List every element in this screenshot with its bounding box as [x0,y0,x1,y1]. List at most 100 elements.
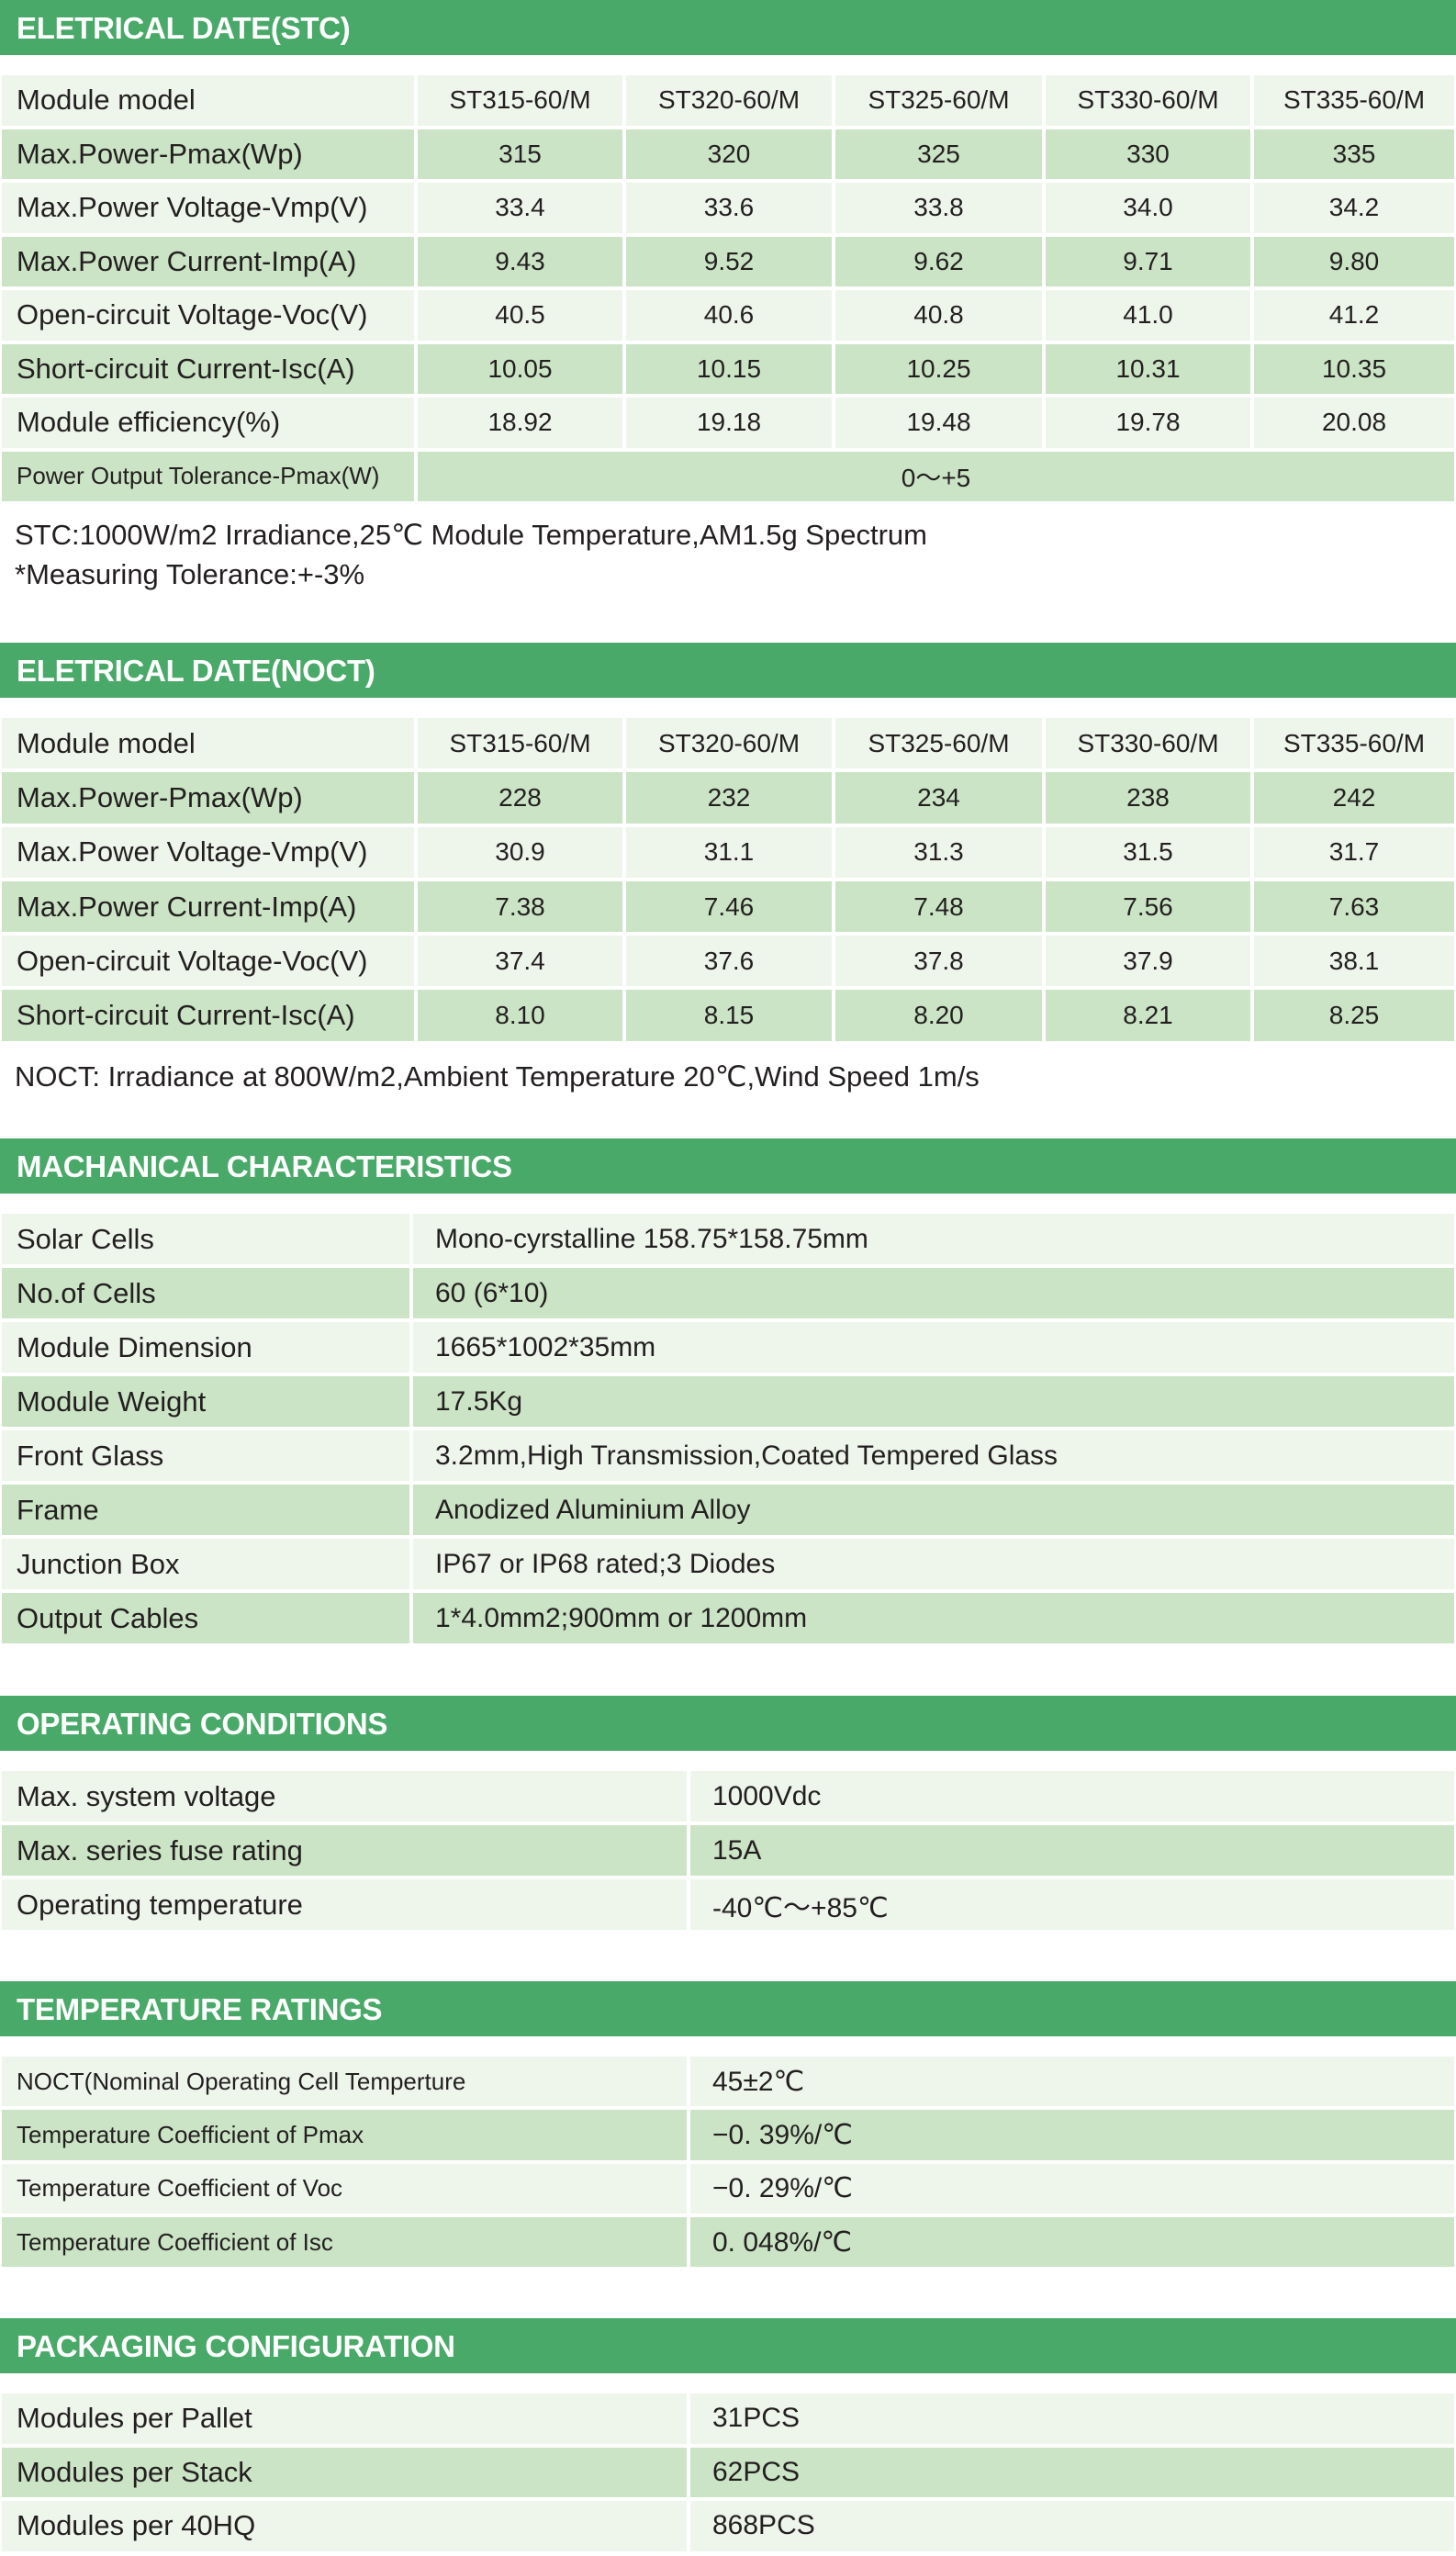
row-value: 60 (6*10) [411,1266,1456,1320]
spec-table: Module model ST315-60/M ST320-60/M ST325-60… [0,73,1456,503]
row-value: 37.9 [1044,934,1252,989]
table-row: Module Weight 17.5Kg [0,1374,1456,1429]
row-value: 8.21 [1044,988,1252,1043]
row-value: 41.0 [1044,288,1252,342]
row-value: 31.5 [1044,824,1252,880]
row-label: Modules per 40HQ [0,2499,689,2553]
row-value: ST335-60/M [1252,73,1456,128]
row-value: ST335-60/M [1252,716,1456,771]
row-value: 62PCS [689,2445,1456,2499]
row-value: 15A [689,1823,1456,1878]
table-row: Solar Cells Mono-cyrstalline 158.75*158.7… [0,1212,1456,1266]
row-value: 242 [1252,770,1456,825]
row-value: 33.4 [416,181,624,235]
row-label: Module model [0,716,416,771]
row-value: 1*4.0mm2;900mm or 1200mm [411,1591,1456,1645]
row-label: Module efficiency(%) [0,396,416,450]
row-value: 325 [834,127,1044,181]
row-label: Front Glass [0,1429,411,1483]
row-value: 10.31 [1044,342,1252,396]
row-value: ST320-60/M [624,73,834,128]
row-value: 40.5 [416,288,624,342]
row-value: 8.20 [834,988,1044,1043]
row-value: 0. 048%/℃ [689,2214,1456,2270]
row-value: 10.35 [1252,342,1456,396]
row-value: ST330-60/M [1044,73,1252,128]
section-header: TEMPERATURE RATINGS [0,1981,1456,2036]
table-row: Module efficiency(%) 18.92 19.18 19.48 19.78… [0,396,1456,450]
row-value: 37.6 [624,934,834,989]
row-value: 9.80 [1252,234,1456,288]
row-value: 9.43 [416,234,624,288]
row-label: Short-circuit Current-Isc(A) [0,988,416,1043]
row-value: 3.2mm,High Transmission,Coated Tempered … [411,1429,1456,1483]
table-row: Open-circuit Voltage-Voc(V) 37.4 37.6 37.8 3… [0,934,1456,989]
row-value: 17.5Kg [411,1374,1456,1429]
row-value: 8.25 [1252,988,1456,1043]
row-value: 31PCS [689,2392,1456,2446]
table-row: Junction Box IP67 or IP68 rated;3 Diodes [0,1537,1456,1591]
row-value: 34.2 [1252,181,1456,235]
row-value: 33.8 [834,181,1044,235]
row-value: 20.08 [1252,396,1456,450]
section-header: PACKAGING CONFIGURATION [0,2318,1456,2373]
table-row: Max.Power-Pmax(Wp) 228 232 234 238 242 [0,770,1456,825]
row-label: Module Weight [0,1374,411,1429]
row-label: Max.Power-Pmax(Wp) [0,770,416,825]
row-label: Output Cables [0,1591,411,1645]
row-label: Open-circuit Voltage-Voc(V) [0,288,416,342]
table-row: Temperature Coefficient of Isc 0. 048%/℃ [0,2214,1456,2270]
row-value: 19.18 [624,396,834,450]
row-value: ST315-60/M [416,73,624,128]
row-value: 31.7 [1252,824,1456,880]
spec-table: Module model ST315-60/M ST320-60/M ST325-60… [0,716,1456,1043]
section-header: OPERATING CONDITIONS [0,1696,1456,1751]
row-value: 238 [1044,770,1252,825]
row-value: 868PCS [689,2499,1456,2553]
row-label: Max.Power Current-Imp(A) [0,879,416,935]
section-header: MACHANICAL CHARACTERISTICS [0,1138,1456,1194]
row-value: 315 [416,127,624,181]
table-row: Open-circuit Voltage-Voc(V) 40.5 40.6 40.8 4… [0,288,1456,342]
row-value: 41.2 [1252,288,1456,342]
row-label: No.of Cells [0,1266,411,1320]
row-value: IP67 or IP68 rated;3 Diodes [411,1537,1456,1591]
table-row: Temperature Coefficient of Pmax −0. 39%/℃ [0,2108,1456,2162]
row-value: 19.78 [1044,396,1252,450]
row-label: NOCT(Nominal Operating Cell Temperture [0,2055,689,2109]
row-value: 10.15 [624,342,834,396]
row-value: ST325-60/M [834,73,1044,128]
row-value: 9.62 [834,234,1044,288]
row-value: −0. 29%/℃ [689,2161,1456,2215]
row-label: Modules per Pallet [0,2392,689,2446]
row-value: 9.71 [1044,234,1252,288]
row-label: Max. system voltage [0,1769,689,1823]
table-row: Max.Power Current-Imp(A) 9.43 9.52 9.62 9.71… [0,234,1456,288]
row-label: Power Output Tolerance-Pmax(W) [0,449,416,503]
row-value: 234 [834,770,1044,825]
row-value: 7.56 [1044,879,1252,935]
row-value: 8.15 [624,988,834,1043]
row-label: Junction Box [0,1537,411,1591]
row-label: Temperature Coefficient of Voc [0,2161,689,2215]
table-row: Max.Power-Pmax(Wp) 315 320 325 330 335 [0,127,1456,181]
table-row: Module model ST315-60/M ST320-60/M ST325-60… [0,716,1456,771]
row-label: Module model [0,73,416,128]
row-value: ST330-60/M [1044,716,1252,771]
row-value: 7.63 [1252,879,1456,935]
row-value: 7.38 [416,879,624,935]
footnote: *Measuring Tolerance:+-3% [15,558,365,590]
spec-table: Max. system voltage 1000Vdc Max. series fu… [0,1769,1456,1932]
table-row: Module Dimension 1665*1002*35mm [0,1320,1456,1374]
table-row: Power Output Tolerance-Pmax(W) 0～+5 [0,449,1456,503]
table-row: Max.Power Voltage-Vmp(V) 30.9 31.1 31.3 31.5… [0,824,1456,880]
table-row: Operating temperature -40℃～+85℃ [0,1878,1456,1932]
row-value: 40.6 [624,288,834,342]
footnote: NOCT: Irradiance at 800W/m2,Ambient Temp… [15,1060,980,1093]
table-row: Module model ST315-60/M ST320-60/M ST325-60… [0,73,1456,128]
spec-table: NOCT(Nominal Operating Cell Temperture 45… [0,2055,1456,2270]
row-value: 335 [1252,127,1456,181]
row-value: 37.8 [834,934,1044,989]
row-value: 45±2℃ [689,2055,1456,2109]
row-value: 34.0 [1044,181,1252,235]
